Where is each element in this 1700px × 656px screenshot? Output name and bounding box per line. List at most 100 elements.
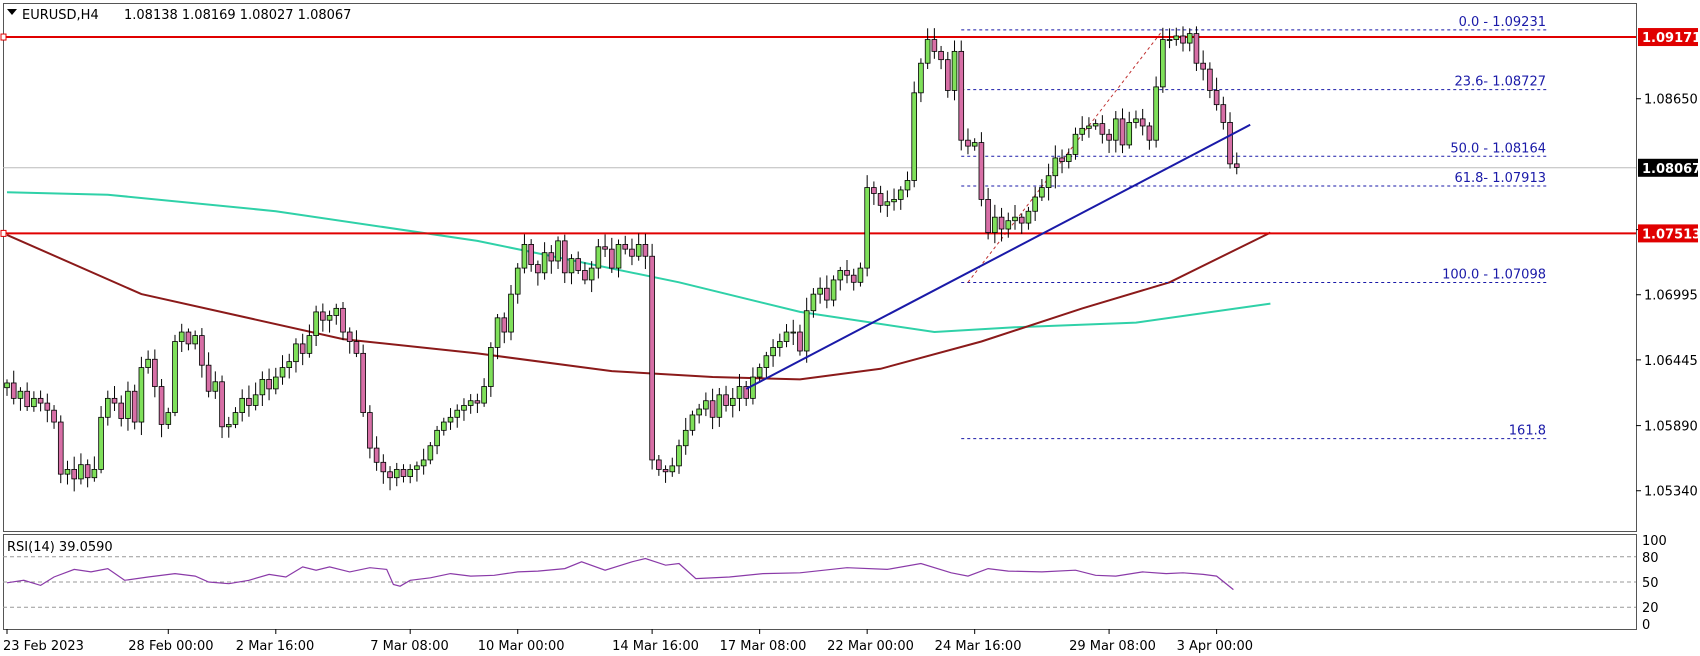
candle-body <box>864 187 870 269</box>
candle-body <box>105 397 111 418</box>
time-tick-label: 7 Mar 08:00 <box>370 639 449 654</box>
candle <box>84 459 91 488</box>
candle <box>1133 110 1139 129</box>
candle-body <box>615 244 622 269</box>
candle-body <box>393 469 400 479</box>
candle <box>138 356 145 436</box>
candle-body <box>185 331 192 345</box>
candle <box>454 404 461 428</box>
candle-body <box>259 379 266 396</box>
candle <box>1025 206 1032 230</box>
candle-body <box>1173 35 1180 40</box>
candle-body <box>266 379 272 390</box>
candle-body <box>763 355 770 368</box>
candle <box>770 339 776 367</box>
candle-body <box>387 471 393 479</box>
candle <box>514 263 521 304</box>
candle <box>629 238 635 266</box>
candle-body <box>118 402 125 419</box>
candle <box>481 378 487 407</box>
candle <box>252 382 259 411</box>
candle-body <box>467 400 474 406</box>
candle-body <box>407 469 413 477</box>
candle-body <box>131 390 138 423</box>
candle-body <box>803 310 810 352</box>
candle <box>199 328 205 378</box>
candle-body <box>1005 220 1012 230</box>
candle-body <box>669 465 676 473</box>
trendline[interactable] <box>745 123 1251 390</box>
candle <box>1200 50 1206 81</box>
candle-body <box>924 39 931 64</box>
candle-body <box>125 390 131 419</box>
candle <box>57 415 64 484</box>
level-anchor-handle[interactable] <box>0 229 7 237</box>
candle <box>286 353 293 379</box>
candle <box>320 303 326 332</box>
candle-body <box>1186 33 1193 44</box>
candle-body <box>1092 123 1099 127</box>
level-price-badge-label: 1.09171 <box>1642 31 1700 46</box>
candle-body <box>1153 86 1159 141</box>
candle <box>998 207 1005 242</box>
candle-body <box>931 39 938 52</box>
level-anchor-handle[interactable] <box>0 33 7 41</box>
candle-body <box>609 248 615 269</box>
time-tick-label: 28 Feb 00:00 <box>128 639 213 654</box>
candle-body <box>145 358 151 368</box>
candle <box>340 301 346 341</box>
candle <box>521 234 528 274</box>
time-tick-label: 22 Mar 00:00 <box>827 639 914 654</box>
candle <box>810 288 817 318</box>
candle <box>172 334 178 417</box>
candle <box>37 390 44 412</box>
candle <box>1032 186 1038 221</box>
candle <box>387 466 393 491</box>
candle <box>192 330 198 350</box>
candle <box>145 350 151 374</box>
candle <box>783 324 790 348</box>
candle-body <box>716 394 723 418</box>
candle <box>1193 26 1200 71</box>
time-tick-label: 14 Mar 16:00 <box>612 639 699 654</box>
candle <box>71 456 78 492</box>
candle <box>1086 117 1092 138</box>
candle-body <box>588 267 595 281</box>
candle <box>555 236 561 269</box>
candle-body <box>192 335 198 345</box>
candle <box>1039 179 1045 201</box>
candle <box>185 328 192 351</box>
candle-body <box>420 459 427 467</box>
candle-body <box>219 381 225 428</box>
candle-body <box>333 307 340 316</box>
candle <box>582 262 588 285</box>
price-panel <box>3 3 1637 532</box>
candle-body <box>649 255 655 461</box>
time-tick-label: 10 Mar 00:00 <box>478 639 565 654</box>
candle <box>528 239 534 272</box>
candle-body <box>951 50 958 91</box>
candle <box>1018 213 1025 234</box>
candle <box>259 371 266 407</box>
candle-body <box>1065 154 1072 162</box>
candle-body <box>1233 163 1240 168</box>
candle-body <box>958 50 965 141</box>
candle <box>1160 27 1166 93</box>
candle-body <box>1126 122 1133 146</box>
price-tick-label: 1.06445 <box>1644 354 1698 369</box>
collapse-triangle-icon[interactable] <box>7 9 17 15</box>
candle <box>864 175 870 277</box>
candle <box>1227 112 1233 169</box>
candle-body <box>44 402 51 411</box>
candle-body <box>918 62 924 94</box>
candle-body <box>1133 118 1139 123</box>
candle <box>857 262 864 287</box>
candle-body <box>810 293 817 312</box>
candle <box>31 391 37 412</box>
candle-body <box>971 142 978 147</box>
price-tick-label: 1.08650 <box>1644 93 1698 108</box>
candle-body <box>1160 39 1166 88</box>
price-tick-label: 1.05890 <box>1644 420 1698 435</box>
candle-body <box>1106 133 1112 141</box>
